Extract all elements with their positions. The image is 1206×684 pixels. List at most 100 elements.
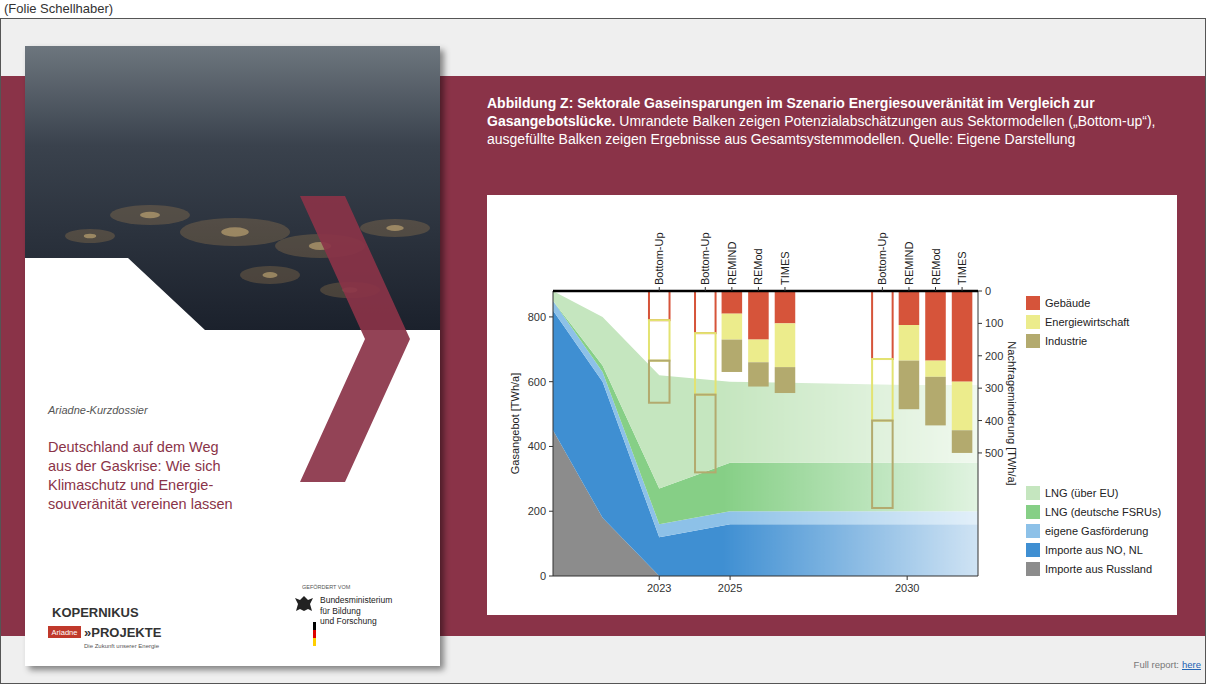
funder-line: Bundesministerium bbox=[320, 595, 392, 605]
flag-stripe bbox=[313, 638, 316, 646]
legend-swatch bbox=[1026, 505, 1040, 519]
legend-label: eigene Gasförderung bbox=[1045, 525, 1148, 537]
flag-stripe bbox=[313, 630, 316, 638]
city-lights bbox=[65, 229, 115, 243]
legend-swatch bbox=[1026, 296, 1040, 310]
bar-outline-segment bbox=[649, 361, 670, 403]
x-tick bbox=[730, 576, 731, 580]
legend-swatch bbox=[1026, 543, 1040, 557]
y2-tick-label: 300 bbox=[985, 382, 1003, 394]
page-background bbox=[0, 0, 1206, 684]
bar-segment bbox=[748, 362, 769, 386]
top-tick bbox=[908, 287, 909, 291]
bar-outline-segment bbox=[695, 395, 716, 473]
y2-tick bbox=[978, 323, 982, 324]
areas bbox=[553, 291, 978, 576]
y-tick bbox=[549, 446, 553, 447]
logo-text: Die Zukunft unserer Energie bbox=[84, 643, 160, 649]
y-axis-line bbox=[553, 291, 554, 576]
legend-swatch bbox=[1026, 486, 1040, 500]
top-tick bbox=[705, 287, 706, 291]
bar-segment bbox=[899, 361, 920, 410]
y-tick-label: 400 bbox=[528, 440, 546, 452]
logo-text: Ariadne bbox=[52, 628, 78, 637]
y-axis-title: Gasangebot [TWh/a] bbox=[509, 373, 521, 475]
city-lights bbox=[140, 212, 160, 219]
bar-segment bbox=[899, 291, 920, 325]
x-tick-label: 2025 bbox=[718, 582, 742, 594]
model-label: REMIND bbox=[726, 242, 738, 285]
funder-line: für Bildung bbox=[320, 606, 361, 616]
model-label: TIMES bbox=[779, 251, 791, 285]
city-lights bbox=[110, 205, 190, 225]
bar-outline-segment bbox=[695, 333, 716, 395]
model-label: Bottom-Up bbox=[653, 232, 665, 285]
bar-outline-segment bbox=[872, 291, 893, 359]
top-tick bbox=[882, 287, 883, 291]
city-lights bbox=[360, 219, 430, 237]
axes: 0200400600800010020030040050020232025203… bbox=[509, 232, 1018, 594]
chart: 0200400600800010020030040050020232025203… bbox=[509, 232, 1161, 594]
y2-tick bbox=[978, 388, 982, 389]
cover-title-line: Klimaschutz und Energie- bbox=[48, 477, 213, 493]
city-lights bbox=[84, 234, 97, 239]
logo-badge bbox=[48, 626, 81, 638]
legend-bars: GebäudeEnergiewirtschaftIndustrie bbox=[1026, 296, 1129, 348]
y2-tick-label: 0 bbox=[985, 285, 991, 297]
logo-text: KOPERNIKUS bbox=[52, 605, 139, 620]
x-tick-label: 2030 bbox=[895, 582, 919, 594]
y2-tick bbox=[978, 420, 982, 421]
bar-outline-segment bbox=[872, 359, 893, 421]
bar-segment bbox=[722, 291, 743, 314]
slide-note: (Folie Schellhaber) bbox=[4, 1, 113, 16]
y-tick-label: 600 bbox=[528, 376, 546, 388]
top-tick bbox=[731, 287, 732, 291]
flag-stripe bbox=[313, 622, 316, 630]
bar-segment bbox=[899, 325, 920, 361]
cover-chevron bbox=[300, 196, 410, 482]
y-tick bbox=[549, 381, 553, 382]
model-label: REMod bbox=[930, 248, 942, 285]
y2-tick bbox=[978, 291, 982, 292]
bar-segment bbox=[775, 367, 796, 393]
y2-tick bbox=[978, 355, 982, 356]
city-lights bbox=[240, 266, 300, 284]
y-tick bbox=[549, 511, 553, 512]
logo-text: »PROJEKTE bbox=[84, 625, 162, 640]
y2-tick-label: 200 bbox=[985, 350, 1003, 362]
y2-tick-label: 100 bbox=[985, 317, 1003, 329]
x-tick bbox=[907, 576, 908, 580]
bars bbox=[649, 291, 972, 508]
bar-outline-segment bbox=[649, 320, 670, 360]
bar-outline-segment bbox=[872, 421, 893, 508]
figure-caption: Abbildung Z: Sektorale Gaseinsparungen i… bbox=[487, 94, 1175, 148]
city-lights bbox=[180, 218, 290, 246]
legend-label: LNG (über EU) bbox=[1045, 487, 1118, 499]
legend-areas: LNG (über EU) LNG (deutsche FSRUs) eigene … bbox=[1026, 486, 1161, 576]
y2-tick-label: 500 bbox=[985, 447, 1003, 459]
y-tick-label: 800 bbox=[528, 311, 546, 323]
cover-series-label: Ariadne-Kurzdossier bbox=[47, 404, 149, 416]
bar-segment bbox=[722, 340, 743, 372]
funder-label: GEFÖRDERT VOM bbox=[302, 584, 351, 590]
city-lights bbox=[221, 227, 249, 236]
x-tick bbox=[659, 576, 660, 580]
bar-outline-segment bbox=[649, 291, 670, 320]
bar-segment bbox=[925, 361, 946, 377]
city-lights bbox=[263, 272, 278, 278]
top-tick bbox=[758, 287, 759, 291]
footer-link[interactable]: here bbox=[1182, 659, 1201, 670]
legend-label: Importe aus NO, NL bbox=[1045, 544, 1143, 556]
top-tick bbox=[659, 287, 660, 291]
top-tick bbox=[935, 287, 936, 291]
y2-axis-line bbox=[978, 291, 979, 576]
bar-segment bbox=[775, 323, 796, 367]
bar-segment bbox=[748, 340, 769, 363]
bar-segment bbox=[775, 291, 796, 323]
legend-label: LNG (deutsche FSRUs) bbox=[1045, 506, 1161, 518]
top-tick bbox=[962, 287, 963, 291]
legend-swatch bbox=[1026, 315, 1040, 329]
model-label: TIMES bbox=[956, 251, 968, 285]
funder-line: und Forschung bbox=[320, 616, 377, 626]
plot-area bbox=[553, 291, 978, 576]
